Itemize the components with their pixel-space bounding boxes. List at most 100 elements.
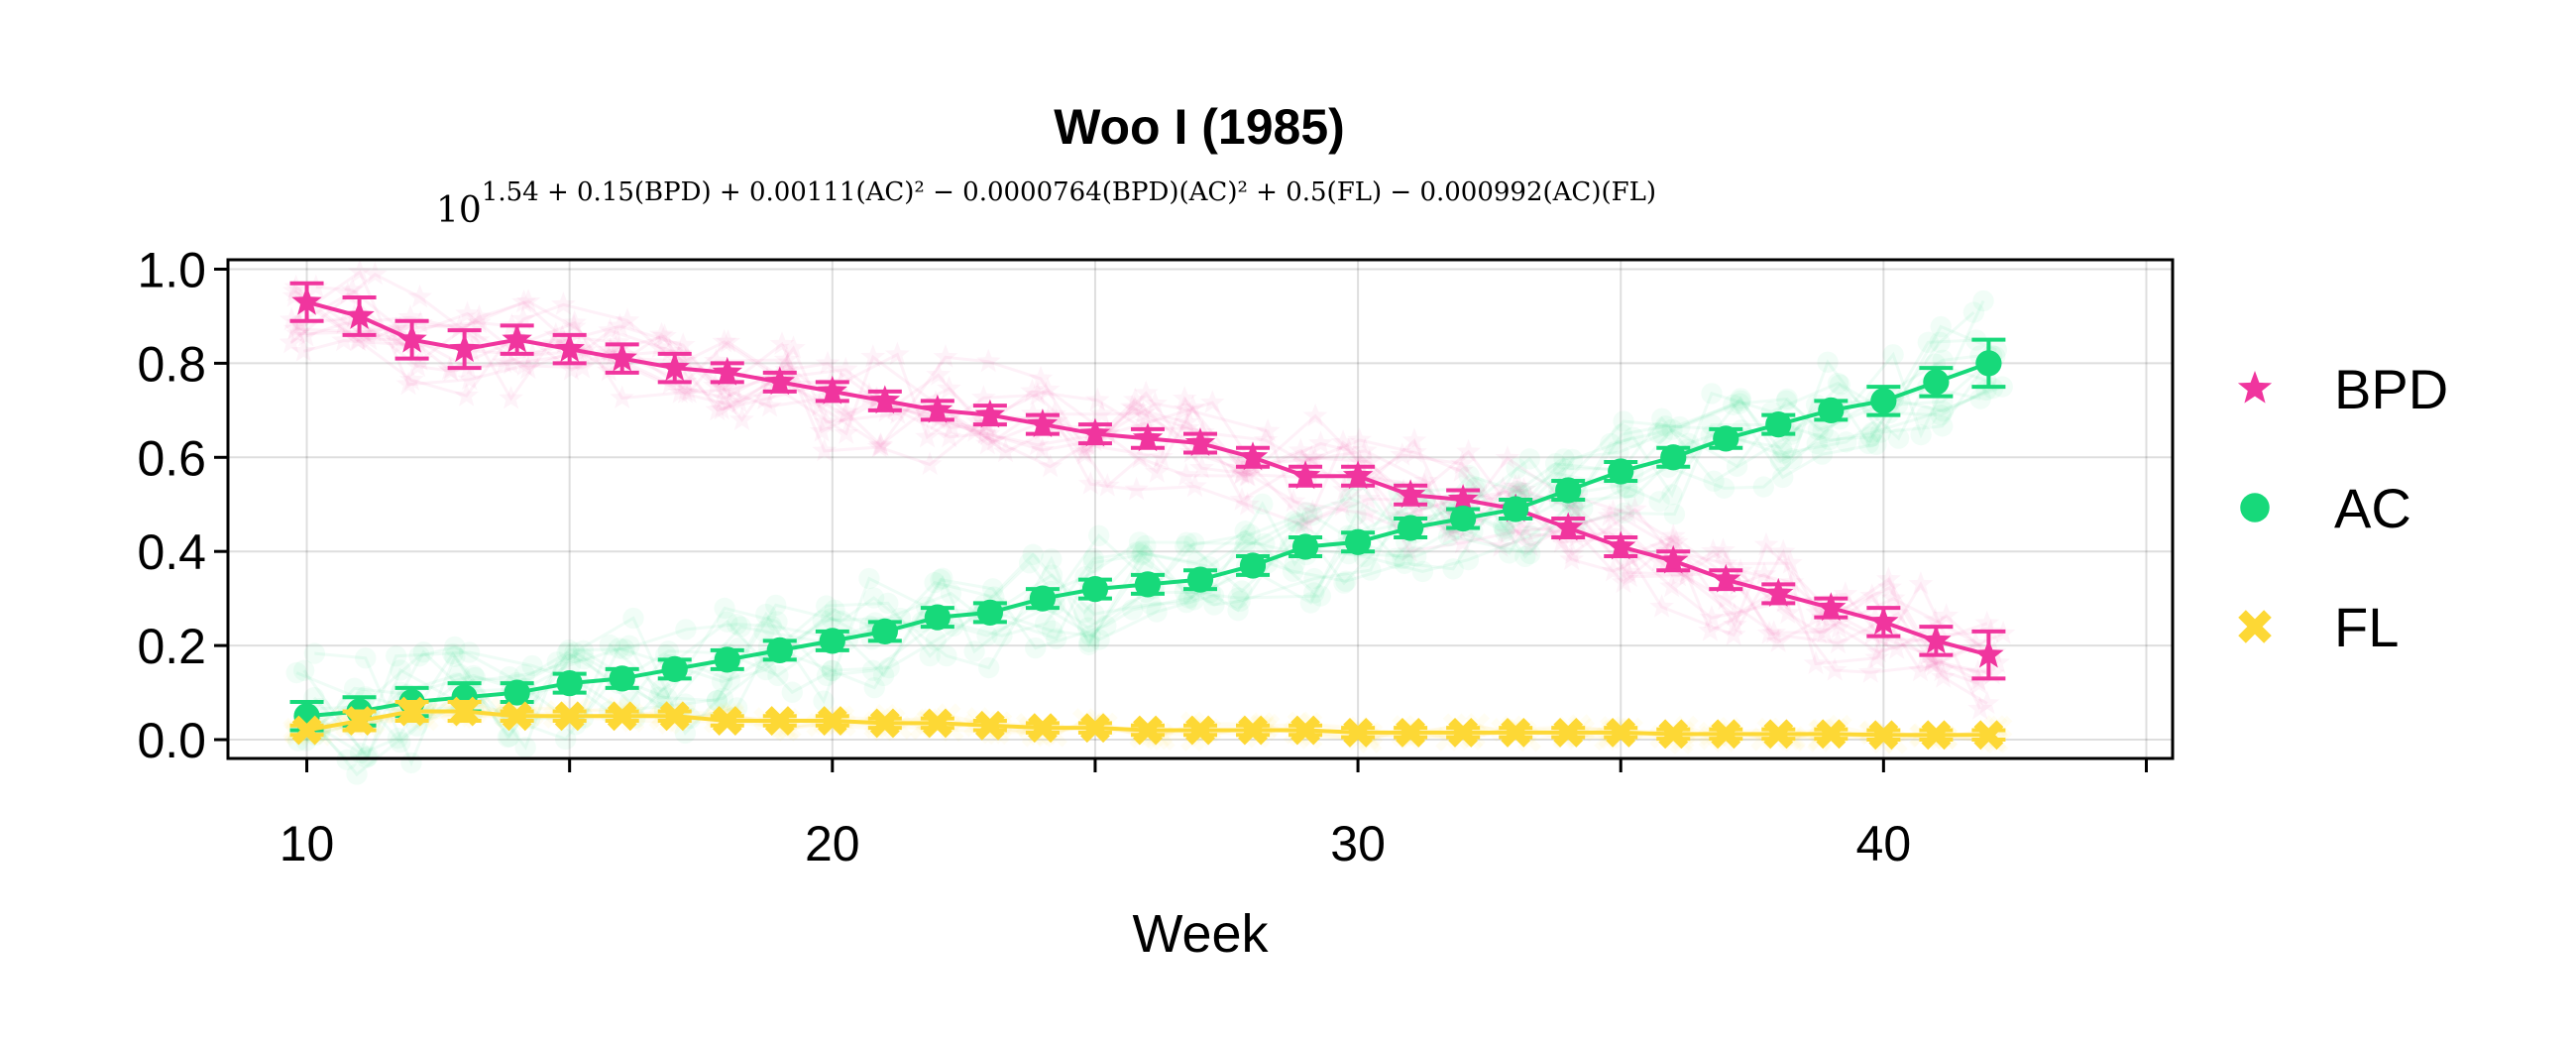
background-point [1805, 599, 1830, 624]
background-point [1713, 550, 1738, 575]
data-point [1028, 713, 1058, 744]
background-point [1176, 531, 1198, 553]
background-point [1962, 301, 1985, 323]
background-point [885, 341, 910, 366]
background-point [646, 334, 672, 359]
data-point [1343, 717, 1373, 748]
background-point [1385, 547, 1406, 569]
background-point [412, 641, 435, 663]
background-point [1498, 542, 1520, 564]
background-point [1463, 477, 1486, 500]
background-point [835, 399, 859, 423]
background-point [775, 352, 800, 377]
y-tick-label: 0.8 [137, 336, 206, 392]
background-point [1030, 437, 1055, 461]
data-point [1184, 427, 1216, 456]
background-point [1235, 492, 1260, 516]
background-point [458, 641, 481, 663]
background-point [1038, 453, 1063, 478]
data-point [554, 701, 585, 732]
background-point [667, 380, 693, 404]
background-point [1822, 657, 1848, 681]
background-point [1929, 331, 1951, 353]
background-point [1284, 511, 1305, 532]
background-point [1174, 409, 1199, 433]
background-point [1357, 448, 1383, 473]
background-trace [314, 354, 1981, 737]
background-point [1507, 521, 1531, 544]
background-point [1647, 421, 1669, 444]
background-point [1180, 395, 1205, 418]
background-point [766, 611, 788, 633]
background-point [1931, 664, 1956, 688]
data-point [712, 706, 742, 736]
background-point [1178, 587, 1200, 609]
background-point [1974, 610, 2000, 635]
background-point [1231, 580, 1253, 602]
background-point [1456, 438, 1481, 463]
data-point [502, 701, 532, 732]
background-point [1174, 462, 1199, 487]
background-point [882, 396, 908, 419]
background-point [1752, 476, 1774, 498]
data-point [1450, 505, 1477, 532]
background-point [1908, 571, 1934, 595]
background-point [1174, 535, 1196, 557]
background-point [1930, 405, 1952, 426]
background-point [1437, 520, 1463, 544]
background-point [926, 362, 952, 386]
background-point [389, 330, 414, 355]
background-point [1623, 485, 1645, 508]
background-point [729, 616, 752, 637]
background-point [1073, 601, 1095, 624]
background-point [709, 396, 734, 420]
background-point [347, 259, 373, 283]
background-point [706, 689, 728, 712]
background-point [282, 278, 307, 302]
y-tick-label: 0.4 [137, 524, 206, 580]
background-point [649, 321, 674, 346]
legend: BPD AC FL [2237, 358, 2448, 658]
background-point [1979, 660, 2005, 685]
background-point [1721, 622, 1746, 645]
background-point [712, 375, 737, 399]
legend-label: FL [2334, 596, 2399, 658]
background-point [400, 752, 422, 774]
data-point [922, 708, 952, 739]
background-point [1288, 437, 1313, 462]
background-point [1405, 545, 1427, 567]
background-point [774, 357, 800, 381]
background-point [1649, 594, 1674, 618]
background-point [1972, 290, 1994, 312]
background-point [1915, 406, 1938, 427]
background-point [564, 641, 586, 663]
background-point [390, 731, 411, 753]
background-point [293, 322, 319, 347]
background-point [551, 330, 577, 354]
background-point [1095, 419, 1121, 444]
data-point [1238, 715, 1268, 746]
background-point [1077, 471, 1103, 495]
background-point [355, 647, 377, 669]
background-point [1302, 403, 1328, 427]
background-point [349, 742, 372, 764]
background-point [1084, 387, 1110, 411]
data-point [869, 385, 901, 414]
background-point [1669, 415, 1691, 438]
background-point [1020, 378, 1045, 403]
background-point [1392, 547, 1413, 570]
background-point [917, 451, 943, 475]
background-point [1503, 474, 1528, 498]
background-point [721, 376, 746, 400]
background-point [283, 274, 309, 298]
data-point [1553, 717, 1584, 748]
background-point [562, 309, 587, 334]
background-point [1651, 407, 1673, 429]
background-point [656, 687, 678, 709]
data-point [607, 342, 637, 372]
background-point [755, 603, 777, 626]
background-point [940, 403, 964, 426]
chart-formula: 101.54 + 0.15(BPD) + 0.00111(AC)² − 0.00… [436, 177, 1656, 231]
background-point [1438, 525, 1460, 547]
background-point [1967, 696, 1993, 720]
